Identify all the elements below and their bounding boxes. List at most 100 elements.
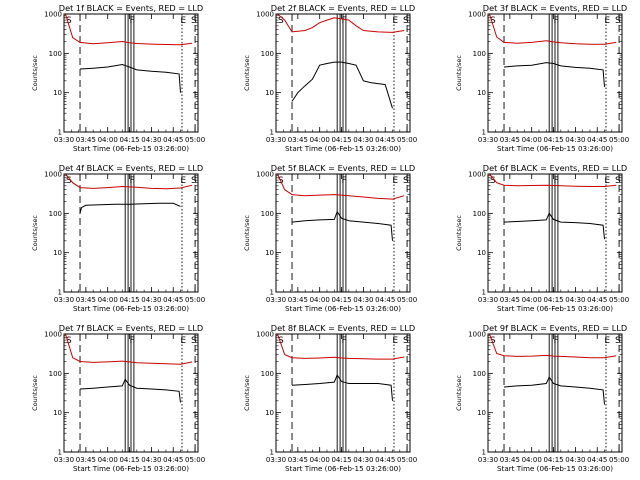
marker-label-s-end: S <box>191 336 197 346</box>
panel-title: Det 1f BLACK = Events, RED = LLD <box>59 3 203 13</box>
plot-frame <box>487 333 623 453</box>
events-series-line <box>79 202 181 214</box>
x-tick-label: 05:00 <box>609 296 629 304</box>
x-tick-label: 03:30 <box>478 136 498 144</box>
x-tick-label: 05:00 <box>609 456 629 464</box>
y-tick-label: 10 <box>477 409 486 417</box>
marker-label-s: S <box>490 16 496 26</box>
marker-label-f: F <box>553 176 558 186</box>
events-series-line <box>503 62 605 87</box>
x-tick-label: 04:45 <box>163 296 183 304</box>
panel-title: Det 5f BLACK = Events, RED = LLD <box>271 163 415 173</box>
y-tick-label: 1000 <box>468 331 486 339</box>
y-tick-label: 100 <box>261 370 274 378</box>
x-tick-label: 04:30 <box>565 136 585 144</box>
marker-label-f: F <box>341 16 346 26</box>
x-tick-label: 04:30 <box>141 296 161 304</box>
x-tick-label: 04:45 <box>587 296 607 304</box>
y-tick-label: 1000 <box>468 11 486 19</box>
x-tick-label: 04:00 <box>98 296 118 304</box>
y-axis-label: Counts/sec <box>243 55 251 91</box>
x-tick-label: 03:45 <box>76 456 96 464</box>
marker-label-f: F <box>129 176 134 186</box>
x-tick-label: 03:45 <box>76 136 96 144</box>
marker-label-s-end: S <box>615 176 621 186</box>
y-tick-label: 100 <box>261 50 274 58</box>
y-tick-label: 100 <box>49 50 62 58</box>
marker-label-s: S <box>278 16 284 26</box>
x-tick-label: 04:15 <box>543 136 563 144</box>
y-tick-label: 1 <box>270 449 274 457</box>
lld-series-line <box>277 333 405 360</box>
panel-title: Det 3f BLACK = Events, RED = LLD <box>483 3 627 13</box>
x-tick-label: 03:45 <box>288 296 308 304</box>
lld-series-line <box>277 173 405 200</box>
x-tick-label: 04:15 <box>543 456 563 464</box>
plot-frame <box>487 173 623 293</box>
events-series-line <box>503 376 605 405</box>
x-tick-label: 04:00 <box>522 136 542 144</box>
y-axis-label: Counts/sec <box>455 375 463 411</box>
x-tick-label: 03:30 <box>54 456 74 464</box>
detector-panel: Det 3f BLACK = Events, RED = LLD Counts/s… <box>455 3 629 153</box>
x-tick-label: 05:00 <box>185 296 205 304</box>
plot-frame <box>63 333 199 453</box>
x-tick-label: 04:00 <box>310 456 330 464</box>
x-tick-label: 04:45 <box>163 456 183 464</box>
y-tick-label: 100 <box>473 210 486 218</box>
x-tick-label: 04:00 <box>522 296 542 304</box>
x-tick-label: 04:15 <box>119 456 139 464</box>
detector-panel: Det 6f BLACK = Events, RED = LLD Counts/s… <box>455 163 629 313</box>
x-tick-label: 04:00 <box>310 296 330 304</box>
y-tick-label: 1 <box>482 129 486 137</box>
x-tick-label: 05:00 <box>185 456 205 464</box>
y-axis-label: Counts/sec <box>243 375 251 411</box>
x-tick-label: 04:45 <box>163 136 183 144</box>
x-tick-label: 03:30 <box>478 296 498 304</box>
marker-label-s: S <box>490 176 496 186</box>
y-tick-label: 1000 <box>468 171 486 179</box>
y-axis-label: Counts/sec <box>31 215 39 251</box>
x-tick-label: 04:00 <box>522 456 542 464</box>
marker-label-e: E <box>604 16 610 26</box>
x-axis-title: Start Time (06-Feb-15 03:26:00) <box>73 144 189 153</box>
y-tick-label: 1000 <box>256 171 274 179</box>
y-axis-label: Counts/sec <box>243 215 251 251</box>
y-tick-label: 1 <box>270 129 274 137</box>
plot-frame <box>275 333 411 453</box>
plot-frame <box>487 13 623 133</box>
x-tick-label: 04:30 <box>565 296 585 304</box>
y-tick-label: 1000 <box>256 11 274 19</box>
marker-label-e: E <box>180 336 186 346</box>
x-tick-label: 03:30 <box>54 296 74 304</box>
marker-label-s-end: S <box>615 336 621 346</box>
y-tick-label: 10 <box>265 409 274 417</box>
marker-label-s: S <box>490 336 496 346</box>
x-tick-label: 04:00 <box>310 136 330 144</box>
x-axis-title: Start Time (06-Feb-15 03:26:00) <box>285 464 401 473</box>
detector-panel: Det 5f BLACK = Events, RED = LLD Counts/s… <box>243 163 417 313</box>
y-tick-label: 1000 <box>256 331 274 339</box>
x-tick-label: 04:30 <box>141 456 161 464</box>
marker-label-e: E <box>180 176 186 186</box>
detector-panel: Det 8f BLACK = Events, RED = LLD Counts/s… <box>243 323 417 473</box>
plot-frame <box>275 173 411 293</box>
x-tick-label: 03:30 <box>266 456 286 464</box>
marker-label-e: E <box>392 336 398 346</box>
panel-title: Det 2f BLACK = Events, RED = LLD <box>271 3 415 13</box>
y-tick-label: 1 <box>58 289 62 297</box>
y-tick-label: 1 <box>482 449 486 457</box>
y-tick-label: 10 <box>53 409 62 417</box>
detector-panel: Det 2f BLACK = Events, RED = LLD Counts/s… <box>243 3 417 153</box>
y-tick-label: 1 <box>270 289 274 297</box>
x-tick-label: 04:30 <box>565 456 585 464</box>
detector-panel: Det 7f BLACK = Events, RED = LLD Counts/s… <box>31 323 205 473</box>
lld-series-line <box>489 333 617 359</box>
x-tick-label: 04:15 <box>119 136 139 144</box>
panel-title: Det 9f BLACK = Events, RED = LLD <box>483 323 627 333</box>
y-tick-label: 10 <box>477 89 486 97</box>
x-tick-label: 04:00 <box>98 136 118 144</box>
marker-label-s-end: S <box>191 176 197 186</box>
x-tick-label: 03:45 <box>288 456 308 464</box>
